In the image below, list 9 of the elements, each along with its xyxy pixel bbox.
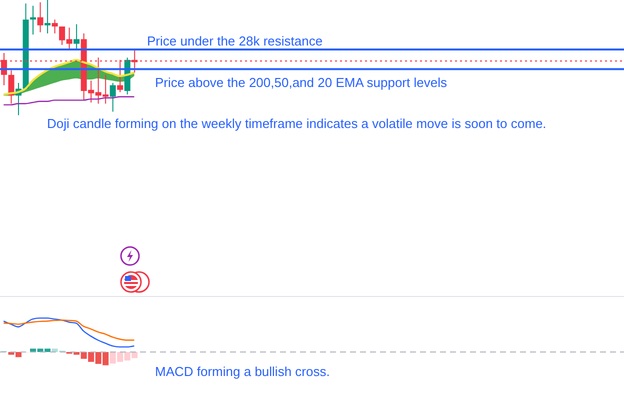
candlestick (44, 0, 51, 34)
candlestick (110, 82, 116, 112)
text: MACD forming a bullish cross. (155, 364, 330, 379)
candlestick (37, 2, 44, 33)
ref-line-label: Price above the 200,50,and 20 EMA support levels (155, 75, 448, 90)
candlestick (52, 19, 58, 34)
text: Doji candle forming on the weekly timeframe indicates a volatile move is soon to come. (47, 116, 546, 131)
candlestick (74, 24, 80, 50)
ref-line-label: Price under the 28k resistance (147, 34, 323, 49)
